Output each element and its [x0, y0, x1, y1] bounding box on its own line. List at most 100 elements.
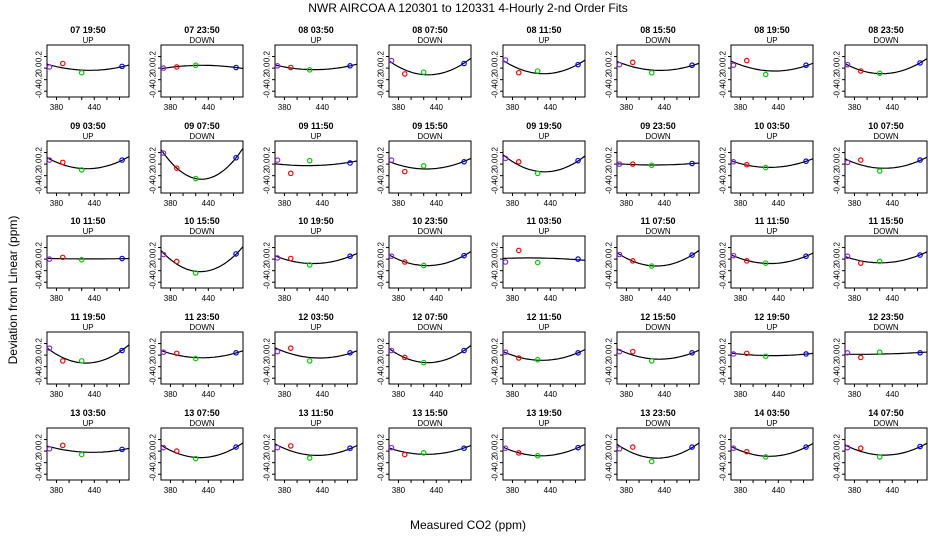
panel-frame — [844, 331, 928, 385]
panel-title: 14 07:50 — [868, 408, 904, 418]
data-point — [306, 262, 313, 268]
y-tick-label: 0.2 — [263, 241, 272, 253]
fit-curve — [502, 59, 586, 75]
x-tick-label: 440 — [886, 390, 900, 399]
y-tick-label: 0.2 — [833, 433, 842, 445]
y-tick-label: -0.2 — [719, 359, 728, 373]
panel-direction: UP — [766, 323, 777, 332]
x-tick-label: 380 — [848, 390, 862, 399]
y-tick-label: 0.2 — [833, 241, 842, 253]
x-tick-label: 380 — [734, 199, 748, 208]
x-tick-label: 440 — [544, 199, 558, 208]
x-tick-label: 440 — [658, 103, 672, 112]
data-point — [876, 258, 883, 265]
y-tick-label: 0.2 — [149, 146, 158, 158]
data-point — [274, 157, 281, 163]
figure-title: NWR AIRCOA A 120301 to 120331 4-Hourly 2… — [308, 1, 628, 15]
y-tick-label: 0.2 — [491, 241, 500, 253]
panel-title: 13 07:50 — [184, 408, 220, 418]
panel-frame — [616, 427, 700, 481]
y-tick-label: 0.2 — [491, 337, 500, 349]
y-tick-label: -0.2 — [263, 359, 272, 373]
y-tick-label: -0.2 — [605, 455, 614, 469]
data-point — [917, 252, 923, 258]
y-tick-label: -0.2 — [833, 455, 842, 469]
y-tick-label: 0.0 — [377, 62, 386, 74]
data-point — [46, 64, 53, 70]
data-point — [743, 161, 750, 168]
y-tick-label: -0.4 — [263, 371, 272, 385]
y-tick-label: -0.4 — [377, 84, 386, 98]
y-tick-label: -0.2 — [149, 359, 158, 373]
x-tick-label: 380 — [734, 294, 748, 303]
panel-title: 10 03:50 — [754, 121, 790, 131]
panel-frame — [616, 140, 700, 194]
panel-frame — [844, 427, 928, 481]
panel-title: 13 15:50 — [412, 408, 448, 418]
x-tick-label: 380 — [278, 103, 292, 112]
data-point — [347, 160, 353, 166]
y-tick-label: 0.0 — [605, 445, 614, 457]
fit-curve — [160, 350, 244, 359]
y-tick-label: -0.4 — [833, 467, 842, 481]
panel-direction: DOWN — [417, 323, 443, 332]
y-tick-label: 0.0 — [263, 158, 272, 170]
data-point — [78, 256, 85, 263]
y-tick-label: 0.2 — [719, 241, 728, 253]
panel-frame — [46, 427, 130, 481]
data-point — [844, 444, 851, 451]
y-tick-label: -0.2 — [491, 72, 500, 86]
y-tick-label: 0.2 — [263, 337, 272, 349]
data-point — [59, 159, 66, 166]
panel-frame — [502, 140, 586, 194]
y-tick-label: 0.2 — [833, 50, 842, 62]
data-point — [844, 349, 851, 356]
x-tick-label: 380 — [278, 199, 292, 208]
y-tick-label: 0.0 — [35, 445, 44, 457]
data-point — [762, 164, 769, 171]
y-tick-label: -0.2 — [605, 263, 614, 277]
y-tick-label: 0.0 — [35, 158, 44, 170]
y-tick-label: 0.2 — [491, 146, 500, 158]
data-point — [287, 345, 294, 351]
data-point — [730, 445, 737, 452]
y-tick-label: -0.4 — [263, 467, 272, 481]
fit-curve — [46, 344, 130, 364]
y-tick-label: -0.4 — [491, 84, 500, 98]
x-tick-label: 440 — [202, 486, 216, 495]
panel-direction: UP — [82, 227, 93, 236]
y-tick-label: -0.2 — [491, 168, 500, 182]
x-tick-label: 440 — [88, 486, 102, 495]
y-tick-label: 0.2 — [605, 241, 614, 253]
y-tick-label: 0.2 — [605, 50, 614, 62]
panel-title: 11 03:50 — [526, 216, 561, 226]
panel-frame — [844, 235, 928, 289]
data-point — [616, 61, 623, 68]
data-point — [461, 159, 467, 165]
panel-direction: DOWN — [189, 419, 215, 428]
fit-curve — [274, 160, 358, 167]
panel-title: 08 19:50 — [754, 25, 790, 35]
y-tick-label: 0.0 — [149, 62, 158, 74]
x-tick-label: 380 — [164, 199, 178, 208]
data-point — [730, 351, 737, 357]
data-point — [629, 348, 636, 355]
panel-direction: UP — [538, 227, 549, 236]
panel-frame — [274, 235, 358, 289]
x-tick-label: 440 — [88, 294, 102, 303]
data-point — [59, 442, 66, 449]
fit-curve — [844, 58, 928, 75]
panel-frame — [46, 44, 130, 98]
x-tick-label: 380 — [164, 103, 178, 112]
x-tick-label: 440 — [658, 390, 672, 399]
y-tick-label: -0.4 — [35, 275, 44, 289]
x-tick-label: 440 — [88, 390, 102, 399]
x-tick-label: 380 — [506, 294, 520, 303]
y-tick-label: -0.4 — [833, 275, 842, 289]
panel-title: 13 23:50 — [640, 408, 676, 418]
